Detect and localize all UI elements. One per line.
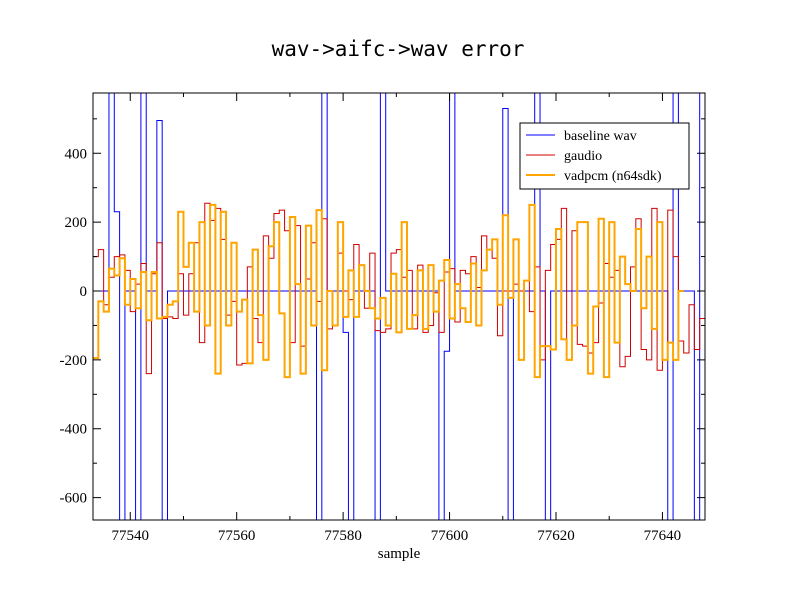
- chart-title: wav->aifc->wav error: [272, 37, 525, 61]
- legend-label: vadpcm (n64sdk): [564, 169, 662, 184]
- y-axis: -600 -400 -200 0 200 400: [60, 118, 705, 507]
- legend-label: gaudio: [564, 149, 602, 164]
- y-tick-label: 200: [65, 215, 88, 231]
- x-tick-label: 77540: [112, 528, 150, 544]
- x-axis: 77540 77560 77580 77600 77620 77640: [112, 93, 682, 544]
- x-tick-label: 77620: [537, 528, 575, 544]
- x-tick-label: 77560: [218, 528, 256, 544]
- y-tick-label: -200: [60, 353, 88, 369]
- y-tick-label: 0: [80, 284, 88, 300]
- series-line-vadpcm-n64sdk: [93, 203, 684, 379]
- legend: baseline wav gaudio vadpcm (n64sdk): [519, 122, 690, 190]
- x-tick-label: 77640: [644, 528, 682, 544]
- plot-frame: [92, 92, 706, 521]
- legend-label: baseline wav: [564, 129, 637, 144]
- y-tick-label: 400: [65, 146, 88, 162]
- legend-box: [519, 122, 690, 190]
- series-group: [93, 93, 705, 520]
- y-tick-label: -400: [60, 422, 88, 438]
- x-axis-label: sample: [378, 546, 421, 562]
- y-tick-label: -600: [60, 491, 88, 507]
- x-tick-label: 77600: [431, 528, 469, 544]
- x-tick-label: 77580: [324, 528, 362, 544]
